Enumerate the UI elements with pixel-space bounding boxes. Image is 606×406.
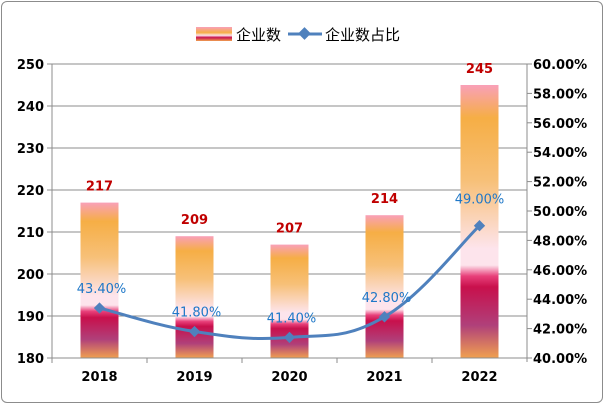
left-tick-label: 240 <box>17 100 44 115</box>
bar <box>365 215 404 358</box>
right-tick-label: 40.00% <box>533 352 587 367</box>
right-tick-label: 46.00% <box>533 264 587 279</box>
x-tick-label: 2020 <box>271 370 307 385</box>
bar <box>80 202 119 358</box>
left-tick-label: 220 <box>17 184 44 199</box>
bar <box>175 236 214 358</box>
line-marker <box>188 325 201 338</box>
right-tick-label: 44.00% <box>533 293 587 308</box>
axes: 180 190 200 210 220 230 240 250 40.00% 42.00% 44.0… <box>17 58 587 385</box>
bar-data-label: 245 <box>466 62 493 77</box>
right-tick-label: 60.00% <box>533 58 587 73</box>
x-tick-label: 2019 <box>176 370 212 385</box>
left-tick-label: 190 <box>17 310 44 325</box>
left-tick-label: 200 <box>17 268 44 283</box>
legend-line-label: 企业数占比 <box>325 26 400 44</box>
right-tick-label: 50.00% <box>533 205 587 220</box>
legend-bar-swatch <box>196 27 232 41</box>
right-tick-label: 54.00% <box>533 146 587 161</box>
bar-data-label: 214 <box>371 192 398 207</box>
left-tick-label: 230 <box>17 142 44 157</box>
bar-data-label: 209 <box>181 213 208 228</box>
bar-data-label: 217 <box>86 180 113 195</box>
line-series: 43.40% 41.80% 41.40% 42.80% 49.00% <box>77 193 505 344</box>
line-marker <box>473 220 486 232</box>
line-marker <box>378 311 391 323</box>
right-tick-label: 42.00% <box>533 323 587 338</box>
line-data-label: 49.00% <box>455 193 505 208</box>
legend-bar-label: 企业数 <box>236 26 281 44</box>
left-tick-label: 210 <box>17 226 44 241</box>
bar-series: 217 209 207 214 245 <box>80 62 499 358</box>
right-tick-label: 52.00% <box>533 176 587 191</box>
legend-diamond-marker <box>298 27 311 40</box>
line-marker <box>283 331 296 344</box>
right-tick-label: 48.00% <box>533 234 587 249</box>
line-data-label: 42.80% <box>362 291 412 306</box>
right-tick-label: 58.00% <box>533 87 587 102</box>
right-tick-label: 56.00% <box>533 117 587 132</box>
line-data-label: 41.80% <box>172 306 222 321</box>
x-tick-label: 2022 <box>461 370 497 385</box>
line-data-label: 43.40% <box>77 282 127 297</box>
left-tick-label: 180 <box>17 352 44 367</box>
left-tick-label: 250 <box>17 58 44 73</box>
line-data-label: 41.40% <box>267 311 317 326</box>
x-tick-label: 2021 <box>366 370 402 385</box>
x-tick-label: 2018 <box>81 370 117 385</box>
bar-data-label: 207 <box>276 222 303 237</box>
legend: 企业数 企业数占比 <box>196 26 400 44</box>
